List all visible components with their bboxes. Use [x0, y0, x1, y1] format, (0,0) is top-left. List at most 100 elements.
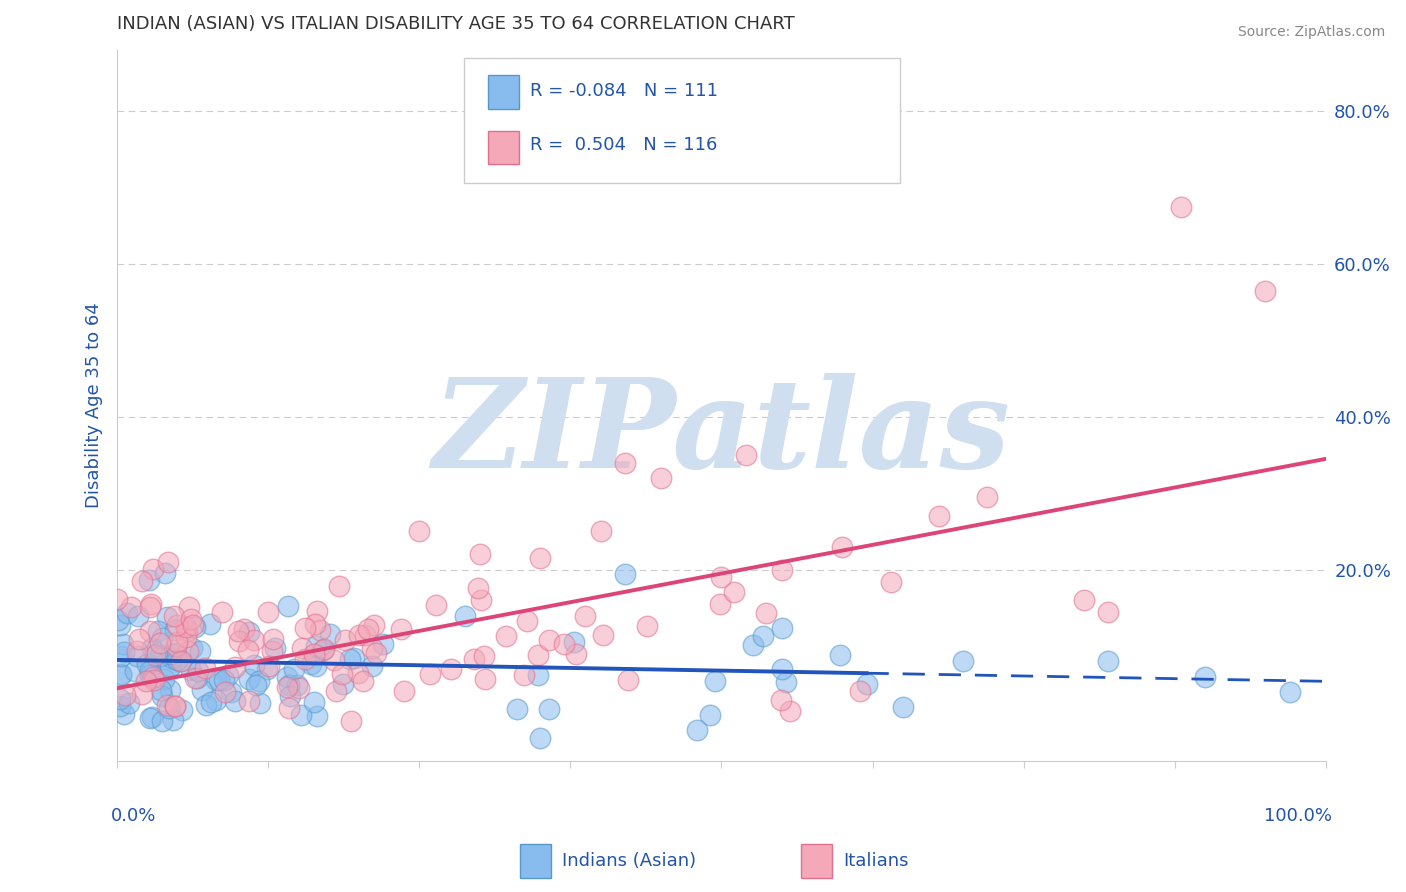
Point: [357, 622, 380, 636]
Point: [184, 620, 207, 634]
Point: [205, 693, 228, 707]
Point: [304, 617, 326, 632]
Point: [139, 710, 162, 724]
Point: [650, 471, 672, 485]
Point: [340, 714, 363, 729]
Point: [613, 456, 636, 470]
Point: [194, 661, 217, 675]
Point: [290, 708, 312, 723]
Point: [107, 592, 129, 607]
Point: [142, 670, 165, 684]
Point: [589, 524, 612, 539]
Point: [146, 646, 169, 660]
Point: [278, 701, 301, 715]
Point: [277, 678, 299, 692]
Point: [752, 629, 775, 643]
Point: [304, 695, 326, 709]
Point: [339, 651, 361, 665]
Point: [118, 696, 141, 710]
Point: [150, 689, 173, 703]
Point: [200, 695, 222, 709]
Point: [686, 723, 709, 738]
Point: [128, 632, 150, 647]
Point: [149, 648, 172, 663]
Point: [256, 662, 278, 676]
Point: [149, 682, 172, 697]
Point: [472, 648, 495, 663]
Point: [1097, 605, 1119, 619]
Point: [330, 667, 353, 681]
Point: [226, 624, 249, 638]
Point: [325, 684, 347, 698]
Point: [755, 607, 778, 621]
Point: [205, 673, 228, 687]
Point: [166, 653, 188, 667]
Point: [312, 642, 335, 657]
Text: Indians (Asian): Indians (Asian): [562, 852, 696, 870]
Point: [110, 666, 132, 681]
Point: [565, 647, 588, 661]
Point: [256, 606, 278, 620]
Point: [538, 702, 561, 716]
Point: [112, 645, 135, 659]
Point: [233, 622, 256, 636]
Point: [506, 702, 529, 716]
Point: [157, 701, 180, 715]
Point: [125, 648, 148, 663]
Point: [440, 662, 463, 676]
Point: [419, 667, 441, 681]
Point: [172, 703, 194, 717]
Point: [162, 713, 184, 727]
Point: [141, 710, 163, 724]
Point: [156, 698, 179, 713]
Point: [139, 600, 162, 615]
Point: [160, 647, 183, 661]
Point: [165, 646, 187, 660]
Point: [328, 579, 350, 593]
Point: [177, 600, 200, 615]
Point: [775, 675, 797, 690]
Point: [710, 570, 733, 584]
Point: [709, 597, 731, 611]
Point: [160, 651, 183, 665]
Point: [146, 624, 169, 639]
Point: [307, 708, 329, 723]
Point: [187, 664, 209, 678]
Point: [305, 639, 328, 653]
Point: [212, 673, 235, 687]
Point: [373, 637, 395, 651]
Point: [276, 670, 298, 684]
Point: [156, 555, 179, 569]
Point: [149, 635, 172, 649]
Point: [770, 621, 793, 635]
Point: [1073, 593, 1095, 607]
Point: [247, 674, 270, 689]
Point: [1254, 284, 1277, 298]
Point: [537, 633, 560, 648]
Point: [112, 637, 135, 651]
Point: [127, 644, 149, 658]
Point: [217, 668, 239, 682]
Point: [180, 612, 202, 626]
Point: [110, 668, 132, 682]
Text: INDIAN (ASIAN) VS ITALIAN DISABILITY AGE 35 TO 64 CORRELATION CHART: INDIAN (ASIAN) VS ITALIAN DISABILITY AGE…: [117, 15, 794, 33]
Point: [305, 659, 328, 673]
Point: [474, 672, 496, 686]
Point: [574, 609, 596, 624]
Point: [135, 674, 157, 689]
Point: [928, 509, 950, 524]
Point: [166, 618, 188, 632]
Point: [198, 617, 221, 632]
Point: [238, 624, 260, 639]
Point: [307, 604, 329, 618]
Point: [238, 694, 260, 708]
Point: [470, 593, 492, 607]
Point: [278, 689, 301, 703]
Point: [153, 566, 176, 580]
Point: [516, 614, 538, 628]
Point: [363, 618, 385, 632]
Point: [734, 448, 756, 462]
Point: [1278, 685, 1301, 699]
Point: [159, 658, 181, 673]
Point: [186, 671, 208, 685]
